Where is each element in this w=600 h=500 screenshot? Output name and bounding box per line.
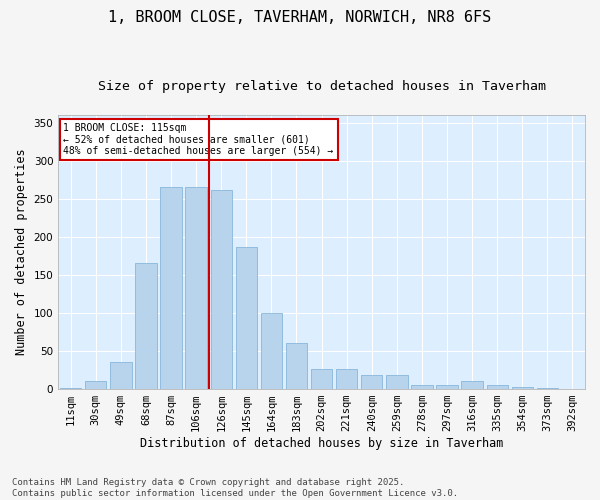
Bar	[261, 313, 282, 389]
Bar	[487, 386, 508, 389]
Bar	[160, 188, 182, 389]
Text: Contains HM Land Registry data © Crown copyright and database right 2025.
Contai: Contains HM Land Registry data © Crown c…	[12, 478, 458, 498]
Y-axis label: Number of detached properties: Number of detached properties	[15, 148, 28, 356]
Text: 1 BROOM CLOSE: 115sqm
← 52% of detached houses are smaller (601)
48% of semi-det: 1 BROOM CLOSE: 115sqm ← 52% of detached …	[64, 123, 334, 156]
Text: 1, BROOM CLOSE, TAVERHAM, NORWICH, NR8 6FS: 1, BROOM CLOSE, TAVERHAM, NORWICH, NR8 6…	[109, 10, 491, 25]
Bar	[185, 188, 207, 389]
Bar	[311, 370, 332, 389]
Bar	[436, 386, 458, 389]
Bar	[512, 387, 533, 389]
Bar	[336, 370, 358, 389]
X-axis label: Distribution of detached houses by size in Taverham: Distribution of detached houses by size …	[140, 437, 503, 450]
Bar	[85, 382, 106, 389]
Title: Size of property relative to detached houses in Taverham: Size of property relative to detached ho…	[98, 80, 545, 93]
Bar	[286, 342, 307, 389]
Bar	[136, 264, 157, 389]
Bar	[386, 376, 407, 389]
Bar	[110, 362, 131, 389]
Bar	[236, 246, 257, 389]
Bar	[361, 376, 382, 389]
Bar	[537, 388, 558, 389]
Bar	[60, 388, 82, 389]
Bar	[211, 190, 232, 389]
Bar	[461, 382, 483, 389]
Bar	[411, 386, 433, 389]
